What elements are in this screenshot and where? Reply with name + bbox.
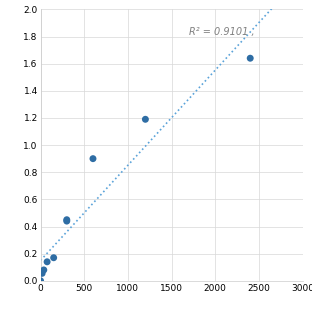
Point [64,219,69,224]
Point [40,271,45,276]
Point [64,217,69,222]
Text: R² = 0.9101 ,: R² = 0.9101 , [189,27,255,37]
Point [41,267,46,272]
Point [90,156,95,161]
Point [38,278,43,283]
Point [45,259,50,264]
Point [51,255,56,260]
Point [248,56,253,61]
Point [143,117,148,122]
